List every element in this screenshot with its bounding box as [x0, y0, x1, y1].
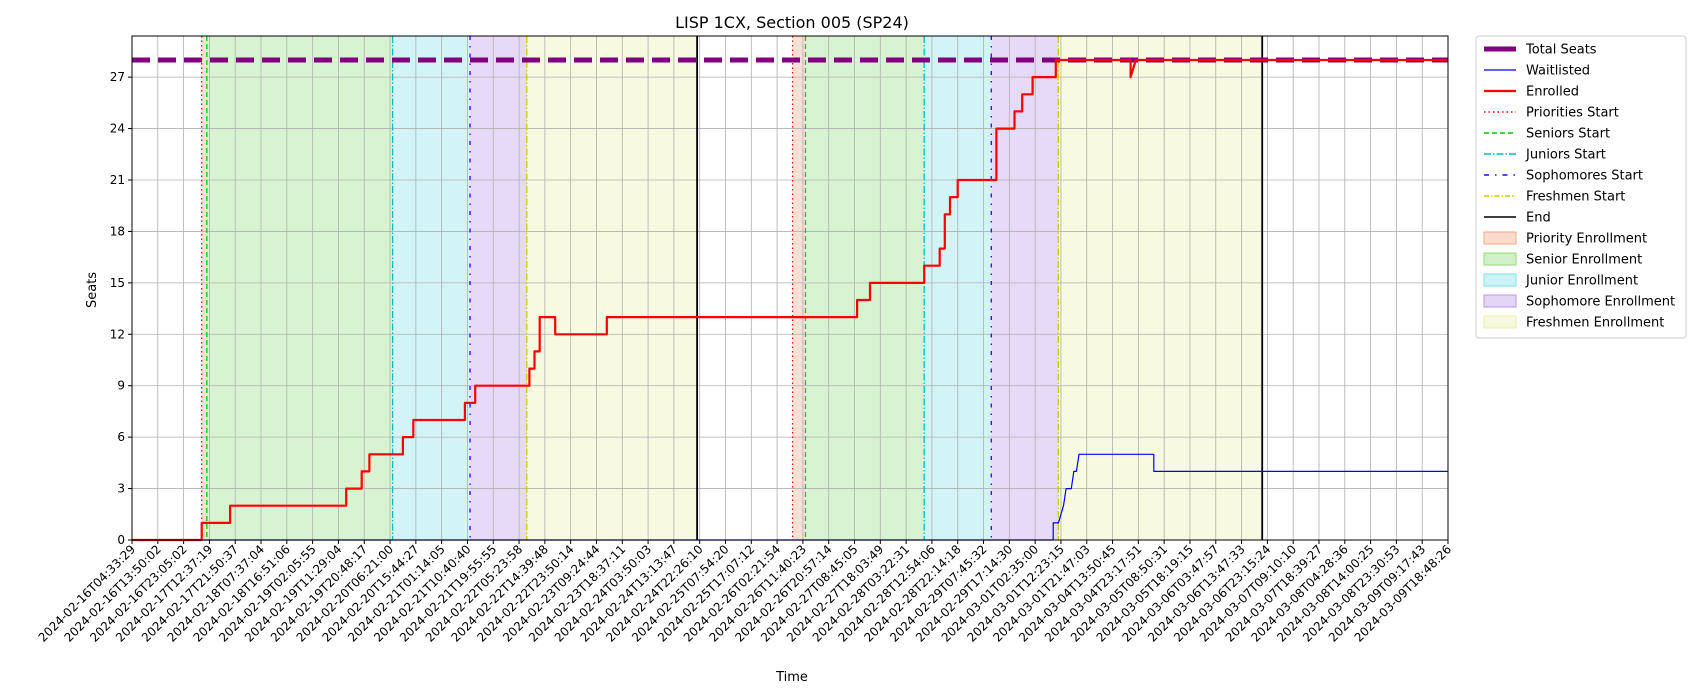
region-sophomore-enrollment — [470, 36, 527, 540]
legend-item-seniors-start-label: Seniors Start — [1526, 127, 1610, 142]
legend-item-priorities-start-label: Priorities Start — [1526, 106, 1619, 121]
region-senior-enrollment — [206, 36, 393, 540]
chart-title: LISP 1CX, Section 005 (SP24) — [675, 13, 909, 32]
legend-item-senior-enrollment-label: Senior Enrollment — [1526, 253, 1642, 268]
plot-frame — [131, 35, 1449, 541]
legend-item-junior-enrollment-label: Junior Enrollment — [1525, 274, 1638, 289]
region-priority-enrollment — [792, 36, 806, 540]
legend-item-waitlisted-label: Waitlisted — [1526, 64, 1590, 79]
plot-area: 03691215182124272024-02-16T04:33:292024-… — [36, 35, 1454, 645]
legend-item-freshmen-start-label: Freshmen Start — [1526, 190, 1625, 205]
y-tick-label: 9 — [117, 379, 125, 393]
legend-item-senior-enrollment-swatch — [1483, 252, 1517, 266]
y-tick-label: 12 — [110, 327, 125, 341]
legend-item-freshmen-enrollment-label: Freshmen Enrollment — [1526, 316, 1664, 331]
legend-item-sophomores-start-label: Sophomores Start — [1526, 169, 1643, 184]
legend-item-enrolled-label: Enrolled — [1526, 85, 1579, 100]
x-axis-title: Time — [775, 670, 808, 685]
legend-item-juniors-start-label: Juniors Start — [1525, 148, 1606, 163]
legend-item-freshmen-enrollment-swatch — [1483, 315, 1517, 329]
legend-item-end-label: End — [1526, 211, 1551, 226]
legend-item-priority-enrollment-label: Priority Enrollment — [1526, 232, 1647, 247]
legend-item-sophomore-enrollment-swatch — [1483, 294, 1517, 308]
legend-item-junior-enrollment-swatch — [1483, 273, 1517, 287]
series-waitlisted — [132, 453, 1448, 541]
y-tick-label: 24 — [110, 122, 125, 136]
region-junior-enrollment — [392, 36, 471, 540]
y-tick-label: 21 — [110, 173, 125, 187]
series-enrolled — [132, 58, 1448, 542]
region-senior-enrollment — [805, 36, 925, 540]
legend-item-priority-enrollment-swatch — [1483, 231, 1517, 245]
y-tick-label: 15 — [110, 276, 125, 290]
legend-item-sophomore-enrollment-label: Sophomore Enrollment — [1526, 295, 1675, 310]
legend-box — [1475, 35, 1687, 339]
region-priority-enrollment — [201, 36, 207, 540]
legend-item-total-seats-label: Total Seats — [1525, 43, 1597, 58]
legend: Total Seats Waitlisted Enrolled Priorities … — [1475, 35, 1687, 339]
y-tick-label: 27 — [110, 70, 125, 84]
y-tick-label: 0 — [117, 533, 125, 547]
region-sophomore-enrollment — [991, 36, 1059, 540]
region-freshmen-enrollment — [1058, 36, 1263, 540]
y-tick-label: 3 — [117, 482, 125, 496]
y-tick-label: 6 — [117, 430, 125, 444]
region-freshmen-enrollment — [526, 36, 698, 540]
y-tick-label: 18 — [110, 224, 125, 238]
y-axis-title: Seats — [85, 272, 100, 308]
